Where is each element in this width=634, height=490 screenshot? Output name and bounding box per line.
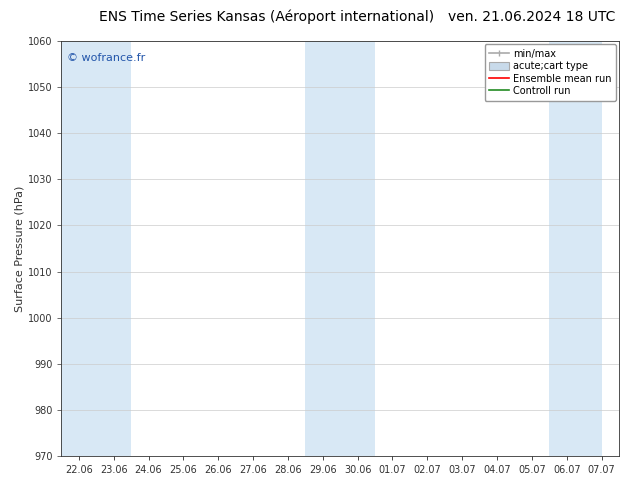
Legend: min/max, acute;cart type, Ensemble mean run, Controll run: min/max, acute;cart type, Ensemble mean …: [484, 44, 616, 101]
Bar: [549, 41, 602, 456]
Bar: [61, 41, 131, 456]
Text: ven. 21.06.2024 18 UTC: ven. 21.06.2024 18 UTC: [448, 10, 615, 24]
Y-axis label: Surface Pressure (hPa): Surface Pressure (hPa): [15, 185, 25, 312]
Text: ENS Time Series Kansas (Aéroport international): ENS Time Series Kansas (Aéroport interna…: [99, 10, 434, 24]
Bar: [306, 41, 375, 456]
Text: © wofrance.fr: © wofrance.fr: [67, 53, 145, 64]
